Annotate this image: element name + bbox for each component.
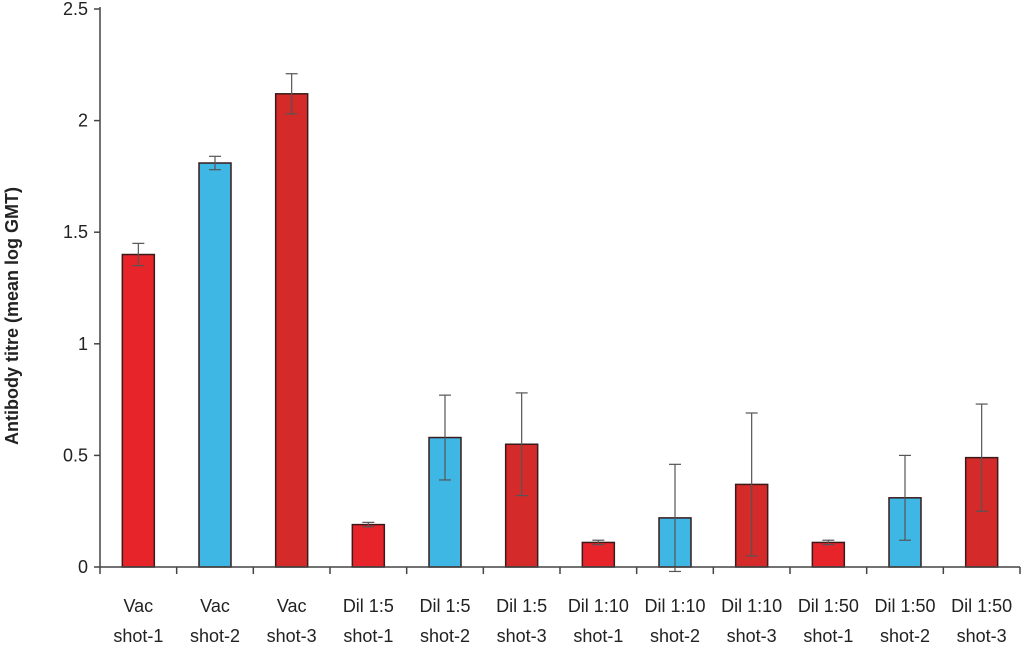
y-tick-label: 0.5 [63,445,88,465]
y-tick-label: 0 [78,557,88,577]
bar [198,162,232,568]
x-category-label-line2: shot-3 [727,626,777,646]
x-category-label-line1: Dil 1:10 [568,596,629,616]
y-tick-label: 2 [78,111,88,131]
x-category-label-line2: shot-1 [573,626,623,646]
y-axis-label: Antibody titre (mean log GMT) [2,187,22,445]
x-category-label-line2: shot-1 [343,626,393,646]
y-axis: 0 0.5 1 1.5 2 2.5 [63,0,101,577]
x-category-label-line2: shot-2 [880,626,930,646]
x-category-label-line2: shot-3 [957,626,1007,646]
bar [581,541,616,568]
x-category-label-line2: shot-3 [267,626,317,646]
x-category-label-line1: Vac [200,596,230,616]
x-axis: Vac shot-1 Vac shot-2 Vac shot-3 Dil 1:5 shot-1… [99,566,1021,646]
x-category-label-line1: Dil 1:50 [874,596,935,616]
x-category-label-line2: shot-2 [420,626,470,646]
bar [121,253,156,568]
bars [121,93,999,568]
x-category-label-line2: shot-1 [803,626,853,646]
y-tick-label: 2.5 [63,0,88,19]
bar [351,523,386,568]
y-tick-label: 1 [78,334,88,354]
x-category-label-line1: Dil 1:50 [798,596,859,616]
x-category-label-line1: Dil 1:5 [343,596,394,616]
x-category-label-line1: Vac [277,596,307,616]
x-category-label-line1: Dil 1:5 [496,596,547,616]
error-bars [132,73,988,573]
x-category-label-line2: shot-3 [497,626,547,646]
x-category-label-line2: shot-2 [190,626,240,646]
x-category-label-line2: shot-2 [650,626,700,646]
x-category-label-line2: shot-1 [113,626,163,646]
bar [274,93,309,568]
x-category-label-line1: Dil 1:50 [951,596,1012,616]
bar [811,541,846,568]
x-category-label-line1: Dil 1:10 [644,596,705,616]
y-axis-label-group: Antibody titre (mean log GMT) [2,187,22,445]
y-tick-label: 1.5 [63,222,88,242]
x-category-label-line1: Dil 1:10 [721,596,782,616]
x-category-label-line1: Vac [123,596,153,616]
x-category-label-line1: Dil 1:5 [419,596,470,616]
